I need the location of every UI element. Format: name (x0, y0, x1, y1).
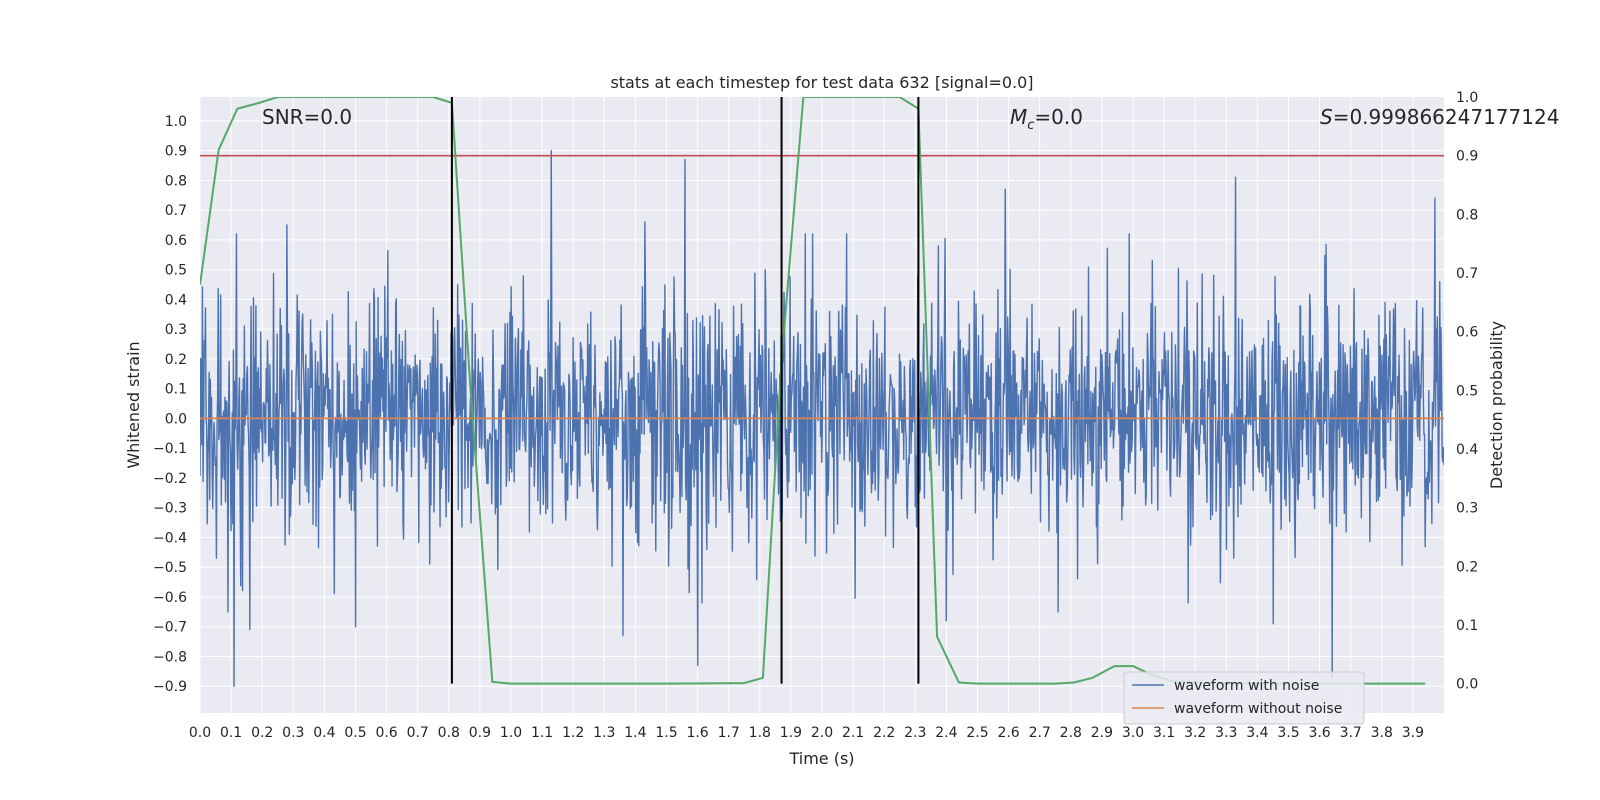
x-tick-label: 3.8 (1371, 725, 1393, 741)
y-tick-label: −0.7 (153, 620, 187, 636)
x-tick-label: 0.8 (438, 725, 460, 741)
event-lines (450, 97, 920, 684)
x-tick-label: 3.2 (1184, 725, 1206, 741)
x-tick-label: 3.0 (1122, 725, 1144, 741)
x-tick-label: 3.5 (1277, 725, 1299, 741)
y2-tick-label: 0.5 (1456, 383, 1478, 399)
x-tick-label: 0.3 (282, 725, 304, 741)
x-tick-label: 2.7 (1029, 725, 1051, 741)
x-tick-label: 3.7 (1340, 725, 1362, 741)
x-tick-label: 1.9 (780, 725, 802, 741)
y-tick-label: 0.4 (165, 292, 187, 308)
x-axis-label: Time (s) (788, 749, 854, 768)
chart-title: stats at each timestep for test data 632… (610, 73, 1033, 92)
x-tick-label: 1.8 (749, 725, 771, 741)
x-tick-labels: 0.0 0.1 0.2 0.3 0.4 0.5 0.6 0.7 0.8 0.9 1.0 1.1 1.2 1… (189, 725, 1424, 741)
chirp-mass-subscript: c (1027, 118, 1034, 133)
y-tick-label: 0.7 (165, 203, 187, 219)
y2-tick-label: 0.3 (1456, 501, 1478, 517)
y-tick-label: 1.0 (165, 114, 187, 130)
y-tick-label: −0.6 (153, 590, 187, 606)
x-tick-label: 2.4 (935, 725, 957, 741)
y2-tick-label: 0.4 (1456, 442, 1478, 458)
noise-line (200, 149, 1444, 687)
score-value: =0.999866247177124 (1333, 105, 1560, 129)
x-tick-label: 2.8 (1060, 725, 1082, 741)
x-tick-label: 1.0 (500, 725, 522, 741)
x-tick-label: 0.4 (313, 725, 335, 741)
x-tick-label: 3.3 (1215, 725, 1237, 741)
y2-tick-labels: 0.0 0.1 0.2 0.3 0.4 0.5 0.6 0.7 0.8 0.9 1.0 (1456, 90, 1478, 693)
x-tick-label: 1.1 (531, 725, 553, 741)
legend-box (1123, 671, 1365, 725)
x-tick-label: 3.6 (1308, 725, 1330, 741)
x-tick-label: 0.2 (251, 725, 273, 741)
y-tick-label: −0.3 (153, 501, 187, 517)
y2-axis-label: Detection probability (1487, 321, 1506, 489)
y2-tick-label: 0.0 (1456, 677, 1478, 693)
y-tick-label: 0.2 (165, 352, 187, 368)
x-tick-label: 0.5 (344, 725, 366, 741)
x-tick-label: 0.7 (407, 725, 429, 741)
x-tick-label: 2.9 (1091, 725, 1113, 741)
x-tick-label: 1.7 (718, 725, 740, 741)
chirp-mass-annotation: Mc=0.0 (1010, 105, 1083, 133)
x-tick-label: 1.2 (562, 725, 584, 741)
y2-tick-label: 0.8 (1456, 207, 1478, 223)
y2-tick-label: 0.9 (1456, 149, 1478, 165)
x-tick-label: 3.9 (1402, 725, 1424, 741)
snr-annotation: SNR=0.0 (262, 105, 352, 129)
x-tick-label: 3.4 (1246, 725, 1268, 741)
x-tick-label: 2.1 (842, 725, 864, 741)
y-tick-label: −0.9 (153, 679, 187, 695)
x-tick-label: 2.3 (904, 725, 926, 741)
y-tick-labels: 1.0 0.9 0.8 0.7 0.6 0.5 0.4 0.3 0.2 0.1 0.0 −0.1 −0.… (153, 114, 187, 695)
x-tick-label: 2.2 (873, 725, 895, 741)
x-tick-label: 1.6 (686, 725, 708, 741)
y-tick-label: −0.5 (153, 560, 187, 576)
y-tick-label: −0.2 (153, 471, 187, 487)
y-tick-label: −0.8 (153, 649, 187, 665)
y-tick-label: 0.6 (165, 233, 187, 249)
y-tick-label: 0.0 (165, 411, 187, 427)
x-tick-label: 0.9 (469, 725, 491, 741)
y-tick-label: 0.5 (165, 263, 187, 279)
y2-tick-label: 0.2 (1456, 559, 1478, 575)
x-tick-label: 2.5 (966, 725, 988, 741)
y-tick-label: 0.1 (165, 382, 187, 398)
x-tick-label: 0.0 (189, 725, 211, 741)
y2-tick-label: 0.6 (1456, 325, 1478, 341)
y-tick-label: 0.3 (165, 322, 187, 338)
x-tick-label: 0.1 (220, 725, 242, 741)
score-symbol: S (1320, 105, 1333, 129)
x-tick-label: 2.0 (811, 725, 833, 741)
y-tick-label: −0.4 (153, 530, 187, 546)
chirp-mass-symbol: M (1010, 105, 1027, 129)
series-detection-probability (200, 97, 1426, 685)
legend-label-clean: waveform without noise (1174, 701, 1342, 717)
y2-tick-label: 0.1 (1456, 618, 1478, 634)
legend: waveform with noise waveform without noi… (1123, 671, 1365, 725)
y2-tick-label: 0.7 (1456, 266, 1478, 282)
x-tick-label: 2.6 (997, 725, 1019, 741)
x-tick-label: 1.5 (655, 725, 677, 741)
x-tick-label: 0.6 (375, 725, 397, 741)
legend-label-noise: waveform with noise (1174, 678, 1319, 694)
y-tick-label: 0.8 (165, 173, 187, 189)
series-waveform-with-noise (200, 149, 1444, 687)
x-tick-label: 3.1 (1153, 725, 1175, 741)
y-axis-label: Whitened strain (124, 341, 143, 468)
probability-line (200, 97, 1426, 685)
y-tick-label: 0.9 (165, 144, 187, 160)
y2-tick-label: 1.0 (1456, 90, 1478, 106)
x-tick-label: 1.3 (593, 725, 615, 741)
chirp-mass-value: =0.0 (1034, 105, 1083, 129)
y-tick-label: −0.1 (153, 441, 187, 457)
x-tick-label: 1.4 (624, 725, 646, 741)
score-annotation: S=0.999866247177124 (1320, 105, 1559, 129)
